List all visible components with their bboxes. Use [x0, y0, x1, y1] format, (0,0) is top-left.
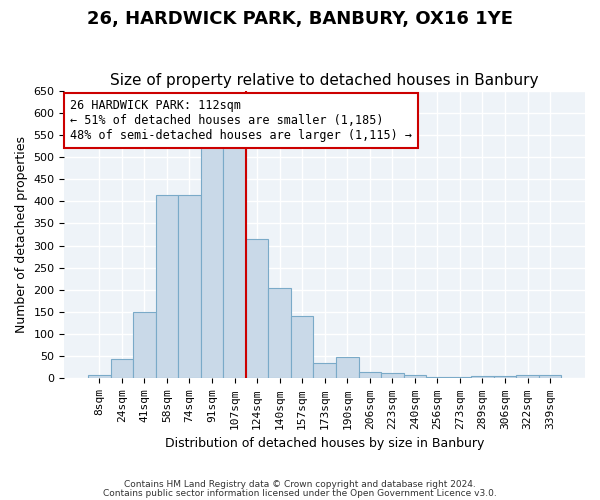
Bar [494, 376, 516, 378]
Text: Contains HM Land Registry data © Crown copyright and database right 2024.: Contains HM Land Registry data © Crown c… [124, 480, 476, 489]
Bar [201, 144, 223, 378]
Bar [381, 373, 404, 378]
Text: 26 HARDWICK PARK: 112sqm
← 51% of detached houses are smaller (1,185)
48% of sem: 26 HARDWICK PARK: 112sqm ← 51% of detach… [70, 99, 412, 142]
Bar [404, 375, 426, 378]
Bar [110, 358, 133, 378]
Bar [268, 288, 291, 378]
Bar [246, 239, 268, 378]
Bar [223, 144, 246, 378]
Bar [359, 372, 381, 378]
Bar [471, 376, 494, 378]
Bar [516, 376, 539, 378]
Y-axis label: Number of detached properties: Number of detached properties [15, 136, 28, 333]
Bar [336, 357, 359, 378]
Bar [178, 194, 201, 378]
Title: Size of property relative to detached houses in Banbury: Size of property relative to detached ho… [110, 73, 539, 88]
Bar [426, 376, 449, 378]
Bar [291, 316, 313, 378]
Bar [133, 312, 155, 378]
Text: Contains public sector information licensed under the Open Government Licence v3: Contains public sector information licen… [103, 488, 497, 498]
Bar [313, 363, 336, 378]
Bar [88, 375, 110, 378]
Bar [449, 377, 471, 378]
Text: 26, HARDWICK PARK, BANBURY, OX16 1YE: 26, HARDWICK PARK, BANBURY, OX16 1YE [87, 10, 513, 28]
X-axis label: Distribution of detached houses by size in Banbury: Distribution of detached houses by size … [165, 437, 484, 450]
Bar [539, 376, 562, 378]
Bar [155, 194, 178, 378]
